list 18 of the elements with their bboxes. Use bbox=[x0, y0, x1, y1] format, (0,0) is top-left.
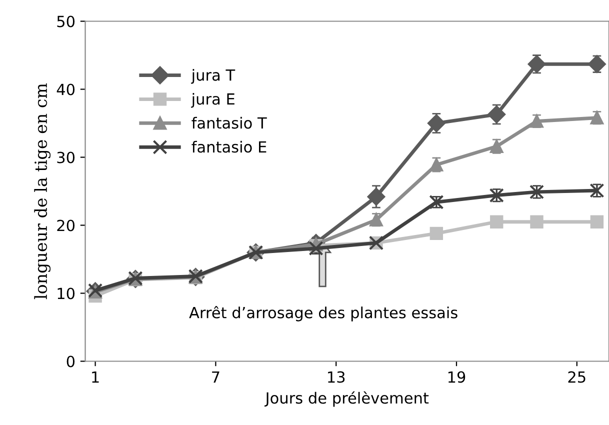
y-tick-label: 50 bbox=[57, 16, 75, 28]
x-tick-label: 25 bbox=[568, 371, 586, 383]
y-tick-label: 40 bbox=[56, 84, 75, 96]
y-axis-title: longueur de la tige en cm bbox=[34, 83, 51, 300]
x-tick-label: 7 bbox=[212, 371, 220, 383]
legend-label: jura T bbox=[191, 69, 236, 84]
annotation: Arrêt d’arrosage des plantes essais bbox=[189, 306, 458, 322]
y-tick-label: 0 bbox=[66, 356, 75, 368]
y-tick-label: 10 bbox=[58, 288, 75, 300]
x-tick-label: 13 bbox=[328, 371, 345, 383]
x-tick-label: 19 bbox=[448, 371, 466, 383]
legend-label: jura E bbox=[191, 92, 234, 108]
x-tick-label: 1 bbox=[92, 371, 99, 383]
y-tick-label: 20 bbox=[57, 220, 75, 232]
legend-label: fantasio T bbox=[192, 116, 267, 129]
y-tick-label: 30 bbox=[57, 152, 75, 164]
legend-label: fantasio E bbox=[192, 140, 266, 153]
x-axis-title: Jours de prélèvement bbox=[264, 391, 429, 407]
